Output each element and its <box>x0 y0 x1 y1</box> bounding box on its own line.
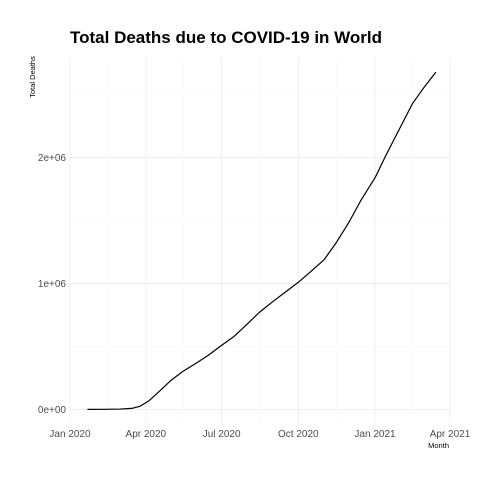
x-axis-title: Month <box>428 441 449 450</box>
y-tick-label: 1e+06 <box>38 279 67 290</box>
grid <box>69 57 451 422</box>
x-tick-label: Jul 2020 <box>203 429 241 440</box>
y-axis-title: Total Deaths <box>28 56 37 98</box>
y-axis: 0e+00 1e+06 2e+06 <box>38 153 67 416</box>
x-tick-label: Apr 2021 <box>430 429 471 440</box>
x-axis: Jan 2020 Apr 2020 Jul 2020 Oct 2020 Jan 2021… <box>49 429 470 440</box>
series-line <box>87 71 437 410</box>
x-tick-label: Jan 2020 <box>49 429 91 440</box>
x-tick-label: Apr 2020 <box>126 429 167 440</box>
x-tick-label: Oct 2020 <box>278 429 319 440</box>
chart-title: Total Deaths due to COVID-19 in World <box>70 28 382 47</box>
y-tick-label: 0e+00 <box>38 405 67 416</box>
x-tick-label: Jan 2021 <box>354 429 396 440</box>
y-tick-label: 2e+06 <box>38 153 67 164</box>
